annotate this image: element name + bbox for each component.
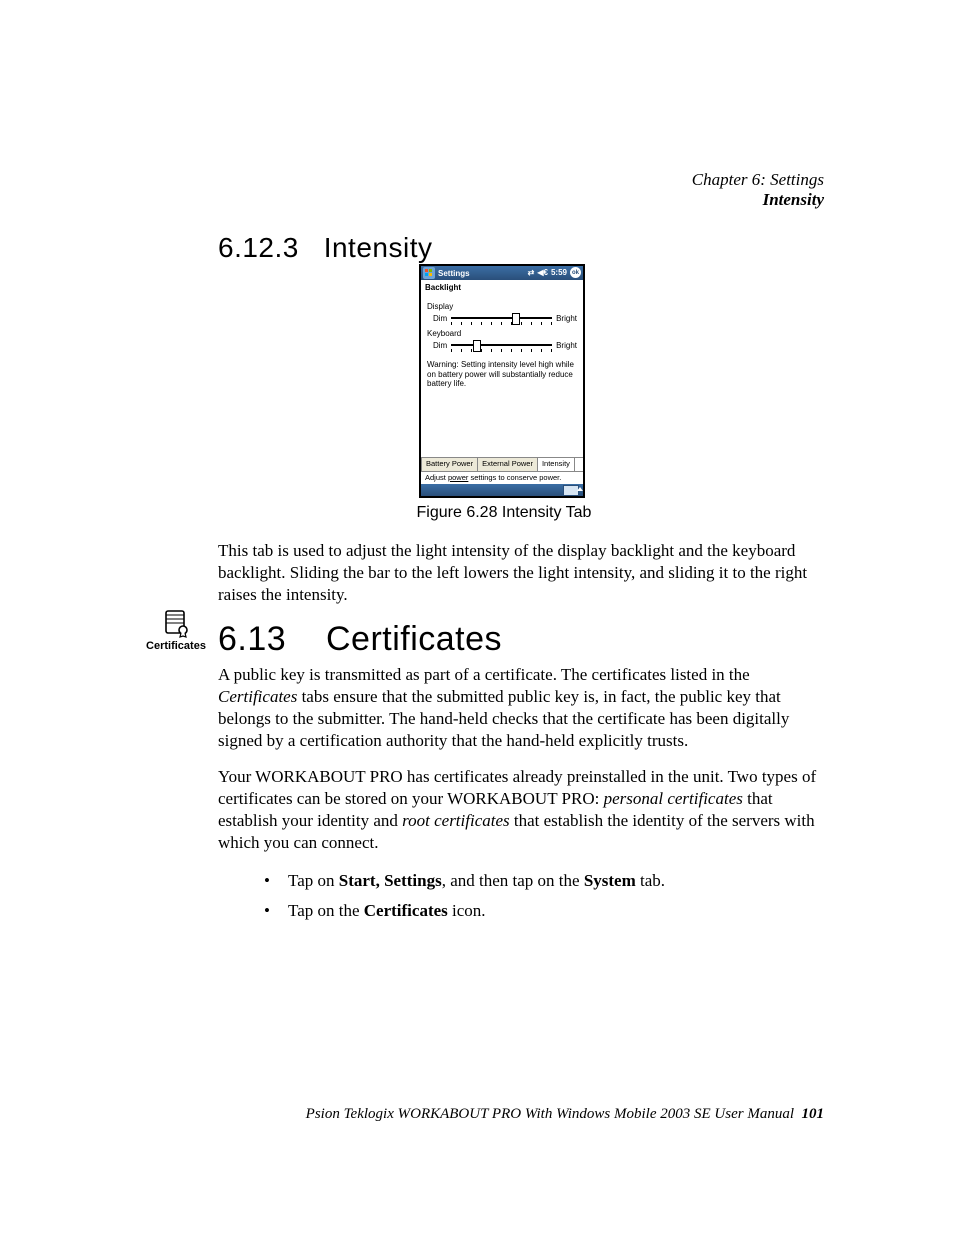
dim-label: Dim [433,341,447,350]
footer: Psion Teklogix WORKABOUT PRO With Window… [306,1106,824,1123]
display-slider[interactable] [451,313,552,323]
figure-caption: Figure 6.28 Intensity Tab [404,504,604,522]
keyboard-slider-thumb[interactable] [473,340,481,352]
paragraph-cert-intro: A public key is transmitted as part of a… [218,664,830,752]
paragraph-cert-types: Your WORKABOUT PRO has certificates alre… [218,766,830,854]
speaker-icon[interactable]: ◀€ [537,268,548,277]
ok-button[interactable]: ok [570,267,581,278]
certificate-icon [161,608,191,638]
connectivity-icon[interactable]: ⇄ [528,268,535,277]
header-chapter: Chapter 6: Settings [692,170,824,190]
certificates-margin-icon: Certificates [145,608,207,652]
display-slider-row: Dim Bright [433,313,577,323]
tab-battery-power[interactable]: Battery Power [421,458,478,472]
clock: 5:59 [551,268,567,277]
tab-intensity[interactable]: Intensity [537,458,575,472]
list-item: • Tap on the Certificates icon. [264,900,824,922]
heading-number: 6.12.3 [218,232,299,263]
heading-6-12-3: 6.12.3 Intensity [218,232,432,264]
tab-external-power[interactable]: External Power [477,458,538,472]
keyboard-slider-row: Dim Bright [433,340,577,350]
page: Chapter 6: Settings Intensity 6.12.3 Int… [0,0,954,1235]
display-group-label: Display [427,302,577,311]
header-subtitle: Intensity [692,190,824,210]
slider-ticks [451,349,552,352]
intensity-tab-screenshot: Settings ⇄ ◀€ 5:59 ok Backlight Display … [419,264,585,498]
panel-content: Display Dim Bright Keyboard Dim Bright [421,292,583,393]
footer-text: Psion Teklogix WORKABOUT PRO With Window… [306,1106,794,1122]
heading-title: Intensity [324,232,433,263]
keyboard-slider[interactable] [451,340,552,350]
heading-6-13: 6.13 Certificates [218,620,502,659]
bullet-icon: • [264,900,288,922]
bright-label: Bright [556,314,577,323]
power-link[interactable]: power [448,473,468,482]
sip-bar [421,484,583,496]
dim-label: Dim [433,314,447,323]
keyboard-group-label: Keyboard [427,329,577,338]
display-slider-thumb[interactable] [512,313,520,325]
paragraph-intensity-desc: This tab is used to adjust the light int… [218,540,830,606]
titlebar-title: Settings [438,269,470,278]
titlebar: Settings ⇄ ◀€ 5:59 ok [421,266,583,280]
bullet-list: • Tap on Start, Settings, and then tap o… [264,870,824,930]
start-icon[interactable] [423,267,435,279]
list-item: • Tap on Start, Settings, and then tap o… [264,870,824,892]
bright-label: Bright [556,341,577,350]
slider-ticks [451,322,552,325]
power-link-row: Adjust power settings to conserve power. [421,471,583,484]
panel-title: Backlight [421,280,583,292]
certificates-icon-label: Certificates [145,640,207,652]
heading-title: Certificates [326,620,502,658]
warning-text: Warning: Setting intensity level high wh… [427,360,577,389]
running-header: Chapter 6: Settings Intensity [692,170,824,210]
heading-number: 6.13 [218,620,286,658]
sip-arrow-icon[interactable] [577,487,583,491]
page-number: 101 [802,1106,825,1122]
bullet-icon: • [264,870,288,892]
tab-strip: Battery Power External Power Intensity [421,457,583,472]
